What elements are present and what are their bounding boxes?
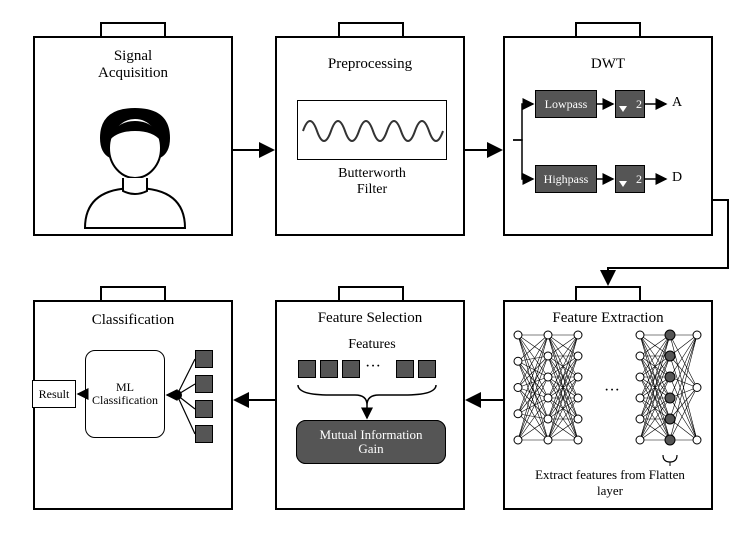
title-dwt: DWT (505, 56, 711, 73)
down2-d-text: 2 (636, 172, 642, 187)
class-input-box (195, 425, 213, 443)
fe-cap-l2: layer (597, 483, 623, 498)
feature-box (298, 360, 316, 378)
class-input-box (195, 350, 213, 368)
filter-l1: Butterworth (338, 166, 406, 181)
feature-box (418, 360, 436, 378)
box-feature-extraction: Feature Extraction Extract features from… (503, 300, 713, 510)
class-input-box (195, 375, 213, 393)
down2-d-block: 2 (615, 165, 645, 193)
title-feature-selection: Feature Selection (277, 310, 463, 327)
title-text-signal: Signal (114, 48, 152, 64)
box-preprocessing: Preprocessing Butterworth Filter (275, 36, 465, 236)
highpass-block: Highpass (535, 165, 597, 193)
feature-box (396, 360, 414, 378)
fe-cap-l1: Extract features from Flatten (535, 467, 685, 482)
lowpass-block: Lowpass (535, 90, 597, 118)
features-label: Features (277, 337, 467, 353)
box-feature-selection: Feature Selection Features (275, 300, 465, 510)
result-block: Result (32, 380, 76, 408)
down2-a-block: 2 (615, 90, 645, 118)
dwt-out-a: A (672, 95, 682, 111)
person-icon (65, 93, 205, 233)
diagram-canvas: Signal Acquisition Preprocessing Butterw… (0, 0, 733, 536)
feature-box (320, 360, 338, 378)
down-arrow-icon (618, 169, 638, 189)
mig-t2: Gain (358, 442, 383, 456)
title-preprocessing: Preprocessing (277, 56, 463, 73)
ml-block: ML Classification (85, 350, 165, 438)
filter-label: Butterworth Filter (277, 166, 467, 198)
dwt-out-d: D (672, 170, 682, 186)
box-dwt: DWT (503, 36, 713, 236)
down-arrow-icon (618, 94, 638, 114)
caption-feature-extraction: Extract features from Flatten layer (505, 467, 715, 499)
ml-l2: Classification (92, 394, 158, 407)
feature-ellipsis: ··· (365, 358, 381, 376)
filter-l2: Filter (357, 182, 387, 197)
mig-block-overlay: Mutual Information Gain (296, 420, 446, 464)
box-signal-acquisition: Signal Acquisition (33, 36, 233, 236)
wave-frame (297, 100, 447, 160)
sine-wave-icon (298, 101, 448, 161)
title-signal-acquisition: Signal Acquisition (35, 48, 231, 82)
feature-box (342, 360, 360, 378)
class-input-box (195, 400, 213, 418)
title-classification: Classification (35, 312, 231, 329)
title-feature-extraction: Feature Extraction (505, 310, 711, 327)
mig-t1: Mutual Information (320, 428, 423, 442)
down2-a-text: 2 (636, 97, 642, 112)
title-text-acq: Acquisition (98, 65, 168, 81)
